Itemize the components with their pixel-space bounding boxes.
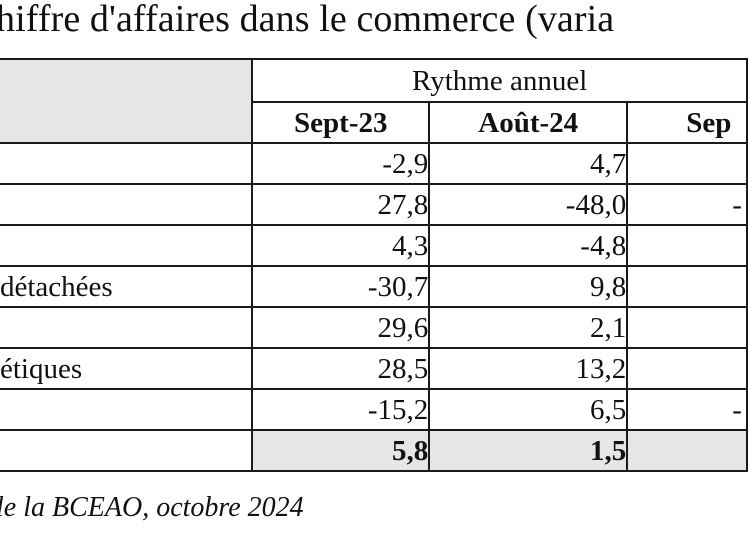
table-row: -15,2 6,5 - <box>0 388 748 431</box>
row-label: étiques <box>0 347 254 390</box>
cell-value <box>626 306 748 349</box>
cell-value <box>626 224 748 267</box>
cell-value: 28,5 <box>251 347 431 390</box>
total-value: 1,5 <box>428 429 629 472</box>
column-header-aout-24: Août-24 <box>428 101 629 144</box>
cell-value: 27,8 <box>251 183 431 226</box>
table-title: hiffre d'affaires dans le commerce (vari… <box>0 0 615 40</box>
table-row: -2,9 4,7 <box>0 142 748 185</box>
table-row: étiques 28,5 13,2 <box>0 347 748 390</box>
cell-value: - <box>626 183 748 226</box>
group-header-annual-rhythm: Rythme annuel <box>251 58 748 103</box>
source-note: le la BCEAO, octobre 2024 <box>0 492 304 523</box>
cell-value: 4,7 <box>428 142 629 185</box>
table-row: 4,3 -4,8 <box>0 224 748 267</box>
total-label <box>0 429 254 472</box>
table-row: 27,8 -48,0 - <box>0 183 748 226</box>
row-label <box>0 142 254 185</box>
cell-value: - <box>626 388 748 431</box>
cell-value <box>626 347 748 390</box>
column-header-sep: Sep <box>626 101 748 144</box>
cell-value: 2,1 <box>428 306 629 349</box>
row-label <box>0 388 254 431</box>
column-header-sept-23: Sept-23 <box>251 101 431 144</box>
cell-value <box>626 265 748 308</box>
table-row-total: 5,8 1,5 <box>0 429 748 472</box>
cell-value: -4,8 <box>428 224 629 267</box>
cell-value: -2,9 <box>251 142 431 185</box>
cell-value: -48,0 <box>428 183 629 226</box>
row-label <box>0 224 254 267</box>
row-label <box>0 183 254 226</box>
cell-value: 29,6 <box>251 306 431 349</box>
header-row-group: Rythme annuel <box>0 58 748 144</box>
cell-value <box>626 142 748 185</box>
total-value: 5,8 <box>251 429 431 472</box>
total-value <box>626 429 748 472</box>
row-label <box>0 306 254 349</box>
table-row: 29,6 2,1 <box>0 306 748 349</box>
header-row-columns: Sept-23 Août-24 Sep <box>0 101 748 144</box>
header-empty-cell <box>0 58 254 144</box>
table-row: détachées -30,7 9,8 <box>0 265 748 308</box>
cell-value: 13,2 <box>428 347 629 390</box>
cell-value: 9,8 <box>428 265 629 308</box>
cell-value: 6,5 <box>428 388 629 431</box>
row-label: détachées <box>0 265 254 308</box>
cell-value: 4,3 <box>251 224 431 267</box>
turnover-table: Rythme annuel Sept-23 Août-24 Sep -2,9 4… <box>0 58 748 472</box>
cell-value: -15,2 <box>251 388 431 431</box>
cell-value: -30,7 <box>251 265 431 308</box>
